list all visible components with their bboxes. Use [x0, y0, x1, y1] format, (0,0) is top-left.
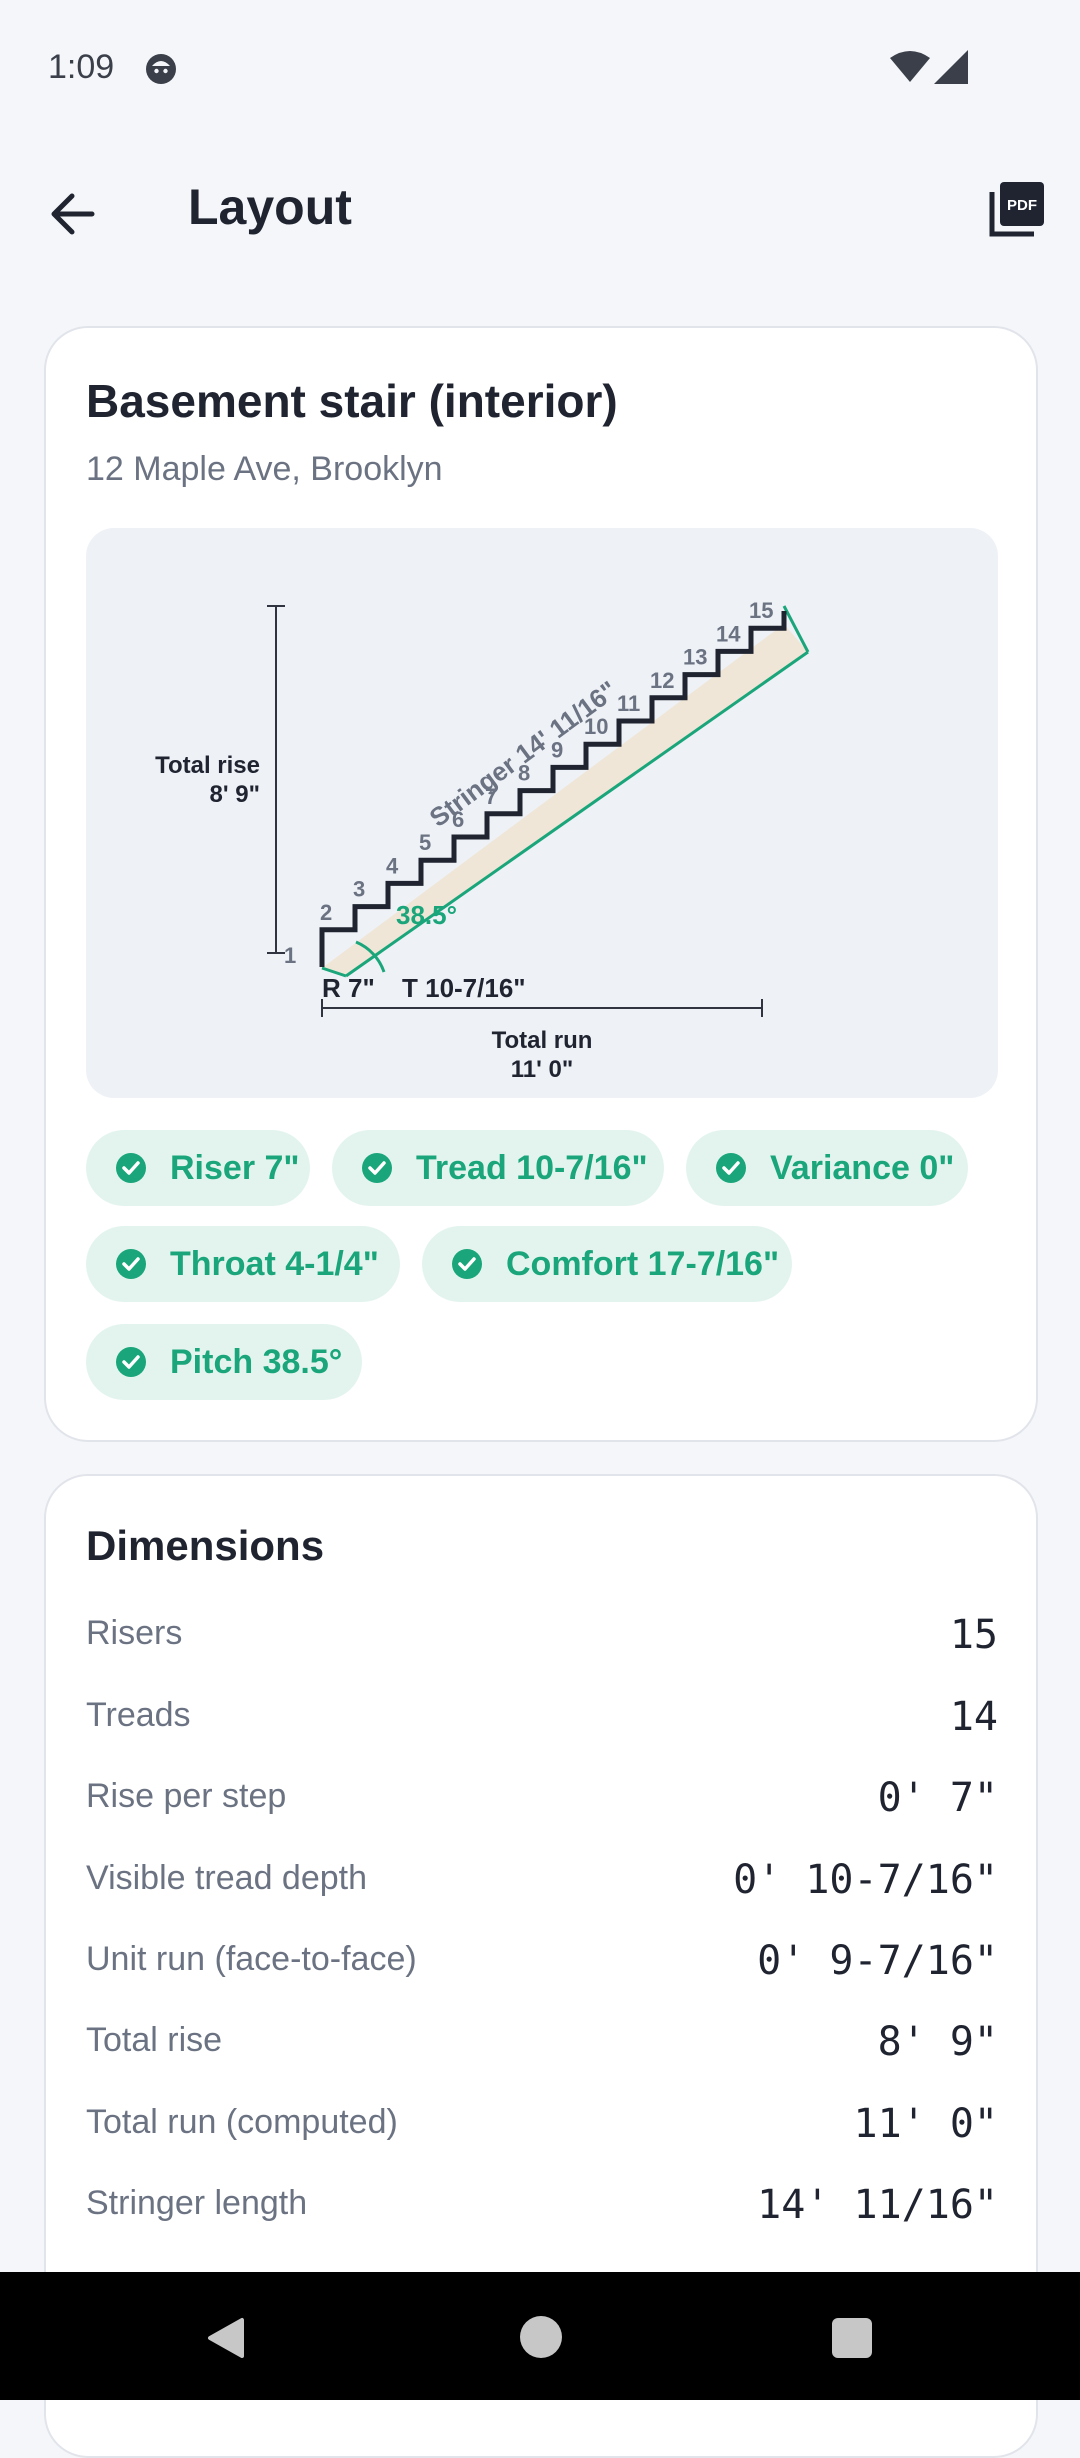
dimension-row-total-run: Total run (computed) 11' 0"	[86, 2095, 998, 2155]
dimension-label: Visible tread depth	[86, 1859, 368, 1897]
check-chip-riser[interactable]: Riser 7"	[86, 1130, 310, 1206]
dimension-row-treads: Treads 14	[86, 1688, 998, 1748]
stringer-board	[322, 624, 808, 976]
dimension-row-rise-per-step: Rise per step 0' 7"	[86, 1769, 998, 1829]
step-number: 14	[716, 621, 741, 646]
dimension-label: Total rise	[86, 2021, 223, 2059]
dimension-value: 15	[949, 1612, 998, 1658]
dimension-label: Total run (computed)	[86, 2103, 398, 2141]
nav-home-icon[interactable]	[520, 2316, 562, 2358]
dimension-label: Risers	[86, 1614, 183, 1652]
system-navigation-bar	[0, 2272, 1080, 2400]
step-number: 9	[551, 737, 563, 762]
nav-back-icon[interactable]	[204, 2316, 248, 2365]
step-number: 4	[386, 853, 399, 878]
riser-label: R 7"	[322, 973, 375, 1003]
signal-icon	[934, 50, 968, 89]
dimension-value: 0' 9-7/16"	[757, 1938, 998, 1984]
step-number: 7	[485, 784, 497, 809]
dimension-value: 0' 10-7/16"	[733, 1857, 998, 1903]
check-chip-variance[interactable]: Variance 0"	[686, 1130, 968, 1206]
dimension-value: 8' 9"	[877, 2019, 998, 2065]
check-chip-label: Tread 10-7/16"	[416, 1148, 648, 1187]
dimension-value: 14	[949, 1694, 998, 1740]
dimension-row-total-rise: Total rise 8' 9"	[86, 2013, 998, 2073]
dimension-value: 11' 0"	[853, 2101, 999, 2147]
step-number: 13	[683, 645, 707, 670]
notification-icon	[144, 52, 178, 86]
project-name: Basement stair (interior)	[86, 375, 618, 427]
pitch-angle-arc	[355, 940, 386, 973]
stringer-bottom-cut	[321, 966, 347, 978]
step-number: 12	[650, 668, 674, 693]
step-number: 3	[353, 877, 365, 902]
check-circle-icon	[360, 1151, 394, 1185]
dimension-row-visible-tread-depth: Visible tread depth 0' 10-7/16"	[86, 1851, 998, 1911]
project-address: 12 Maple Ave, Brooklyn	[86, 450, 443, 488]
step-number: 11	[617, 691, 640, 716]
step-number: 15	[749, 598, 773, 623]
check-circle-icon	[114, 1151, 148, 1185]
dimension-label: Rise per step	[86, 1777, 287, 1815]
check-chip-label: Riser 7"	[170, 1148, 300, 1187]
pdf-export-icon[interactable]: PDF	[988, 180, 1046, 238]
wifi-icon	[890, 50, 930, 89]
dimension-label: Unit run (face-to-face)	[86, 1940, 417, 1978]
check-chip-throat[interactable]: Throat 4-1/4"	[86, 1226, 400, 1302]
page-title: Layout	[188, 179, 352, 235]
stringer-bottom-edge	[345, 650, 809, 978]
check-chip-pitch[interactable]: Pitch 38.5°	[86, 1324, 362, 1400]
check-chip-label: Variance 0"	[770, 1148, 955, 1187]
check-chip-label: Pitch 38.5°	[170, 1342, 343, 1381]
check-circle-icon	[114, 1247, 148, 1281]
step-profile	[319, 611, 787, 967]
total-rise-value: 8' 9"	[210, 781, 260, 808]
check-chip-comfort[interactable]: Comfort 17-7/16"	[422, 1226, 792, 1302]
stringer-top-cut	[782, 605, 810, 653]
dimension-value: 14' 11/16"	[757, 2182, 998, 2228]
stair-summary-card: Basement stair (interior) 12 Maple Ave, …	[44, 326, 1038, 1442]
dimensions-title: Dimensions	[86, 1522, 325, 1569]
stringer-length-label: Stringer 14' 11/16"	[424, 675, 623, 833]
step-number: 8	[518, 761, 530, 786]
dimension-row-unit-run: Unit run (face-to-face) 0' 9-7/16"	[86, 1932, 998, 1992]
step-number: 5	[419, 830, 431, 855]
svg-text:PDF: PDF	[1007, 197, 1037, 214]
dimension-value: 0' 7"	[877, 1775, 998, 1821]
step-number: 6	[452, 807, 464, 832]
back-arrow-icon[interactable]	[44, 184, 104, 244]
check-chip-label: Throat 4-1/4"	[170, 1244, 379, 1283]
check-chip-label: Comfort 17-7/16"	[506, 1244, 780, 1283]
check-chip-tread[interactable]: Tread 10-7/16"	[332, 1130, 664, 1206]
dimension-label: Stringer length	[86, 2184, 308, 2222]
tread-label: T 10-7/16"	[402, 973, 526, 1003]
app-bar: Layout PDF	[0, 150, 1080, 270]
total-run-label: Total run	[492, 1027, 593, 1054]
check-circle-icon	[450, 1247, 484, 1281]
step-number: 10	[584, 714, 608, 739]
step-number: 2	[320, 900, 332, 925]
check-circle-icon	[714, 1151, 748, 1185]
step-number: 1	[284, 943, 296, 968]
dimension-row-risers: Risers 15	[86, 1606, 998, 1666]
status-time: 1:09	[48, 48, 115, 86]
dimension-label: Treads	[86, 1696, 191, 1734]
stair-diagram-svg: Total rise 8' 9" Total run 11' 0" 123456…	[155, 598, 810, 1083]
dimension-row-stringer-length: Stringer length 14' 11/16"	[86, 2176, 998, 2236]
total-rise-label: Total rise	[155, 752, 260, 779]
total-run-value: 11' 0"	[511, 1056, 573, 1083]
pitch-angle-label: 38.5°	[396, 900, 457, 930]
status-bar: 1:09	[0, 0, 1080, 136]
check-circle-icon	[114, 1345, 148, 1379]
nav-recents-icon[interactable]	[832, 2318, 872, 2358]
